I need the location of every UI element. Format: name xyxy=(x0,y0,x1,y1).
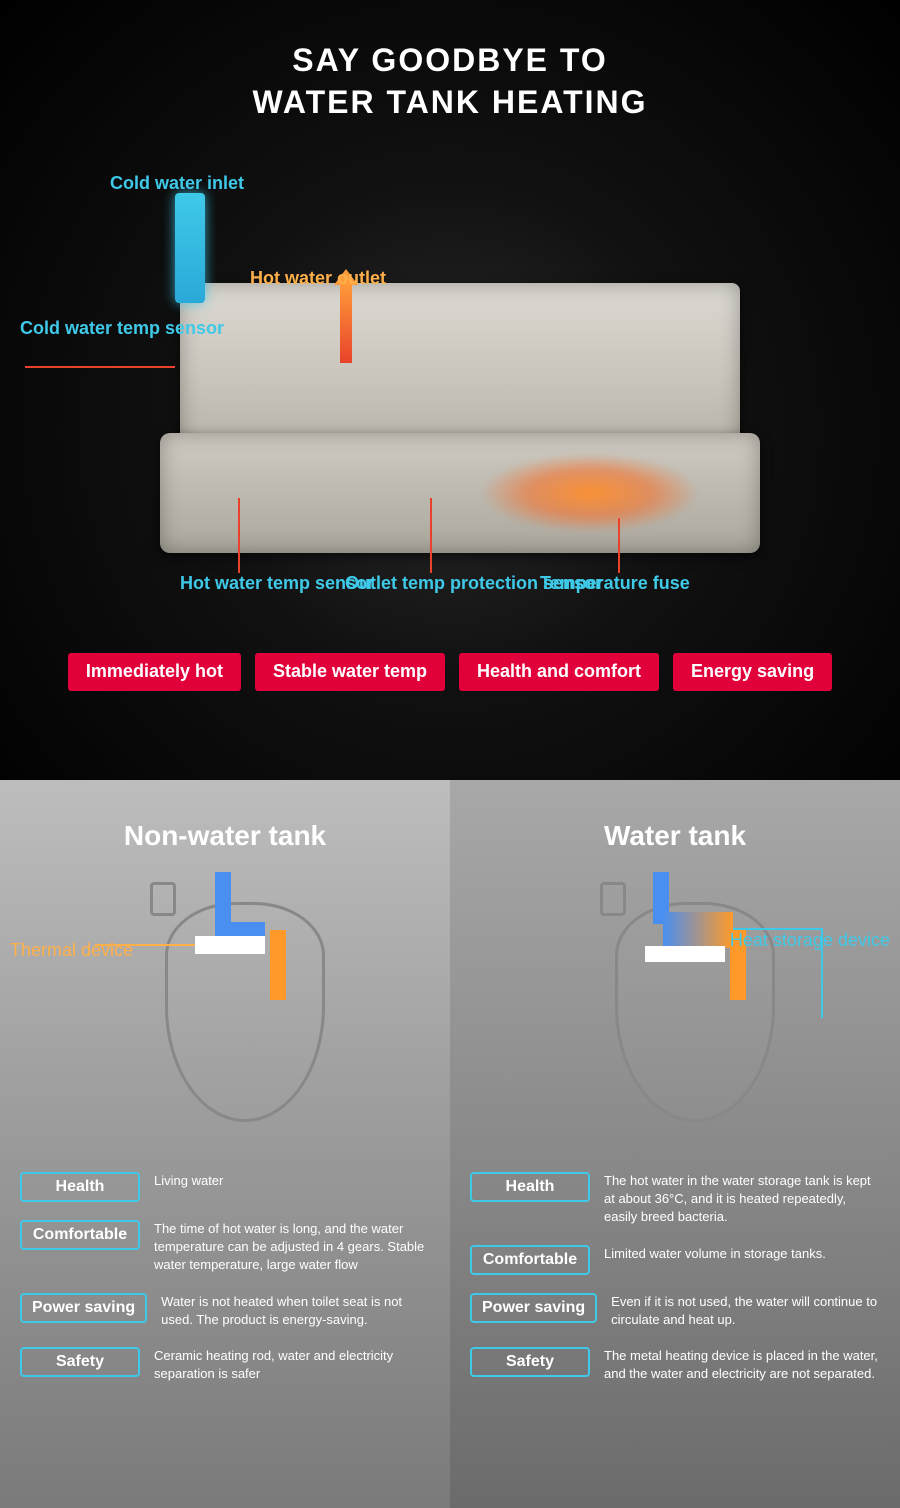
side-label-heat-storage: Heat storage device xyxy=(730,930,890,952)
col-title: Non-water tank xyxy=(0,820,450,852)
benefit-text: The time of hot water is long, and the w… xyxy=(154,1220,430,1275)
hero-section: SAY GOODBYE TO WATER TANK HEATING Cold w… xyxy=(0,0,900,780)
hot-pipe xyxy=(270,930,286,1000)
benefit-text: Even if it is not used, the water will c… xyxy=(611,1293,880,1329)
compare-col-water-tank: Water tank Heat storage device Health Th… xyxy=(450,780,900,1508)
benefit-row: Comfortable The time of hot water is lon… xyxy=(20,1220,430,1275)
hot-outlet-arrow xyxy=(340,283,352,363)
benefit-text: Limited water volume in storage tanks. xyxy=(604,1245,826,1263)
benefit-text: Water is not heated when toilet seat is … xyxy=(161,1293,430,1329)
benefit-text: Ceramic heating rod, water and electrici… xyxy=(154,1347,430,1383)
thermal-block xyxy=(195,936,265,954)
seat-lid xyxy=(600,882,626,916)
benefit-row: Safety Ceramic heating rod, water and el… xyxy=(20,1347,430,1383)
cold-inlet-pipe xyxy=(175,193,205,303)
callout-line xyxy=(25,366,175,368)
benefit-text: Living water xyxy=(154,1172,223,1190)
benefit-tag: Comfortable xyxy=(20,1220,140,1250)
benefit-tag: Health xyxy=(470,1172,590,1202)
benefit-row: Comfortable Limited water volume in stor… xyxy=(470,1245,880,1275)
seat-lid xyxy=(150,882,176,916)
component-diagram: Cold water inlet Cold water temp sensor … xyxy=(0,163,900,643)
feature-row: Immediately hot Stable water temp Health… xyxy=(0,643,900,691)
feature-tag: Stable water temp xyxy=(255,653,445,691)
benefit-tag: Health xyxy=(20,1172,140,1202)
tank-block xyxy=(645,946,725,962)
tank-gradient-block xyxy=(663,912,733,948)
benefit-tag: Safety xyxy=(470,1347,590,1377)
benefit-row: Health Living water xyxy=(20,1172,430,1202)
comparison-section: Non-water tank Thermal device Health Liv… xyxy=(0,780,900,1508)
headline-line2: WATER TANK HEATING xyxy=(0,82,900,124)
callout-line xyxy=(618,518,620,573)
benefit-tag: Power saving xyxy=(470,1293,597,1323)
compare-col-non-water-tank: Non-water tank Thermal device Health Liv… xyxy=(0,780,450,1508)
side-label-thermal-device: Thermal device xyxy=(10,940,133,961)
headline-line1: SAY GOODBYE TO xyxy=(0,40,900,82)
feature-tag: Health and comfort xyxy=(459,653,659,691)
label-cold-water-temp-sensor: Cold water temp sensor xyxy=(20,318,224,340)
benefit-row: Power saving Water is not heated when to… xyxy=(20,1293,430,1329)
benefit-list-right: Health The hot water in the water storag… xyxy=(450,1152,900,1383)
benefit-row: Power saving Even if it is not used, the… xyxy=(470,1293,880,1329)
col-title: Water tank xyxy=(450,820,900,852)
feature-tag: Energy saving xyxy=(673,653,832,691)
benefit-tag: Safety xyxy=(20,1347,140,1377)
heat-glow xyxy=(480,453,700,533)
label-hot-water-outlet: Hot water outlet xyxy=(250,268,386,289)
benefit-tag: Comfortable xyxy=(470,1245,590,1275)
benefit-tag: Power saving xyxy=(20,1293,147,1323)
callout-line xyxy=(430,498,432,573)
benefit-row: Health The hot water in the water storag… xyxy=(470,1172,880,1227)
toilet-diagram-right xyxy=(545,872,805,1152)
label-temperature-fuse: Temperature fuse xyxy=(540,573,690,594)
benefit-list-left: Health Living water Comfortable The time… xyxy=(0,1152,450,1383)
benefit-text: The metal heating device is placed in th… xyxy=(604,1347,880,1383)
benefit-row: Safety The metal heating device is place… xyxy=(470,1347,880,1383)
callout-line xyxy=(238,498,240,573)
headline: SAY GOODBYE TO WATER TANK HEATING xyxy=(0,0,900,123)
feature-tag: Immediately hot xyxy=(68,653,241,691)
label-cold-water-inlet: Cold water inlet xyxy=(110,173,244,194)
toilet-diagram-left xyxy=(95,872,355,1152)
benefit-text: The hot water in the water storage tank … xyxy=(604,1172,880,1227)
